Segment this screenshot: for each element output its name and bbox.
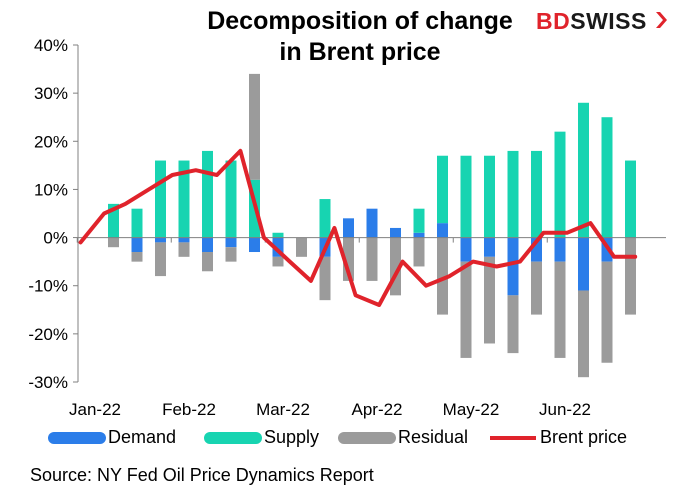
- legend-swatch-demand: [48, 432, 106, 445]
- supply-bar: [554, 131, 566, 238]
- supply-bar: [108, 203, 119, 238]
- demand-bar: [578, 237, 589, 291]
- residual-bar: [343, 237, 354, 281]
- legend-swatch-supply: [204, 432, 262, 445]
- x-tick-label: Jun-22: [539, 400, 591, 419]
- demand-bar: [390, 227, 401, 238]
- residual-bar: [484, 256, 495, 344]
- y-tick-label: 0%: [43, 229, 68, 248]
- demand-bar: [507, 237, 519, 296]
- residual-bar: [413, 237, 425, 267]
- supply-bar: [625, 160, 636, 238]
- residual-bar: [178, 242, 190, 257]
- supply-bar: [578, 102, 589, 238]
- residual-bar: [272, 256, 284, 267]
- supply-bar: [178, 160, 190, 238]
- y-tick-label: -30%: [28, 373, 68, 392]
- logo-bd: BD: [536, 8, 571, 34]
- legend-label-brent: Brent price: [540, 427, 628, 447]
- legend-item-brent: Brent price: [490, 427, 627, 448]
- supply-bar: [225, 160, 237, 238]
- demand-bar: [484, 237, 495, 257]
- residual-bar: [601, 261, 613, 363]
- demand-bar: [131, 237, 143, 253]
- supply-bar: [319, 199, 331, 238]
- y-tick-label: -10%: [28, 277, 68, 296]
- supply-bar: [484, 155, 495, 238]
- residual-bar: [249, 73, 260, 180]
- residual-bar: [625, 237, 636, 315]
- x-tick-label: Feb-22: [162, 400, 216, 419]
- demand-bar: [272, 237, 284, 257]
- residual-bar: [507, 295, 519, 354]
- residual-bar: [531, 261, 542, 315]
- brent-price-line: [78, 148, 638, 307]
- supply-bar: [131, 208, 143, 238]
- supply-bar: [413, 208, 425, 233]
- x-tick-label: Mar-22: [256, 400, 310, 419]
- y-tick-label: 30%: [34, 84, 68, 103]
- legend-label-supply: Supply: [264, 427, 320, 447]
- residual-bar: [108, 237, 119, 248]
- y-tick-label: 40%: [34, 36, 68, 55]
- legend-swatch-residual: [338, 432, 396, 445]
- residual-bar: [366, 237, 378, 281]
- chart-title-line2: in Brent price: [279, 38, 441, 66]
- y-tick-label: -20%: [28, 325, 68, 344]
- source-note: Source: NY Fed Oil Price Dynamics Report: [30, 465, 374, 485]
- legend-item-demand: Demand: [48, 427, 176, 448]
- legend-label-demand: Demand: [108, 427, 177, 447]
- x-tick-label: Apr-22: [351, 400, 402, 419]
- logo-chevron-icon: [656, 12, 667, 28]
- residual-bar: [131, 252, 143, 262]
- residual-bar: [225, 247, 237, 262]
- residual-bar: [437, 237, 448, 315]
- supply-bar: [155, 160, 166, 238]
- x-tick-label: Jan-22: [69, 400, 121, 419]
- chart-title-line1: Decomposition of change: [207, 7, 513, 35]
- demand-bar: [225, 237, 237, 248]
- y-tick-label: 10%: [34, 180, 68, 199]
- chart-title: Decomposition of change in Brent price: [100, 6, 620, 68]
- demand-bar: [202, 237, 213, 253]
- demand-bar: [249, 237, 260, 253]
- demand-bar: [413, 232, 425, 238]
- demand-bar: [460, 237, 472, 262]
- demand-bar: [554, 237, 566, 262]
- supply-bar: [531, 150, 542, 238]
- legend-item-supply: Supply: [204, 427, 319, 448]
- residual-bar: [578, 290, 589, 378]
- supply-bar: [460, 155, 472, 238]
- supply-bar: [507, 150, 519, 238]
- y-tick-label: 20%: [34, 132, 68, 151]
- demand-bar: [531, 237, 542, 262]
- legend-swatch-brent: [490, 436, 536, 441]
- residual-bar: [460, 261, 472, 358]
- supply-bar: [272, 232, 284, 238]
- demand-bar: [155, 237, 166, 243]
- legend-label-residual: Residual: [398, 427, 469, 447]
- bdswiss-logo: BDSWISS: [536, 8, 667, 35]
- supply-bar: [437, 155, 448, 224]
- demand-bar: [366, 208, 378, 238]
- demand-bar: [178, 237, 190, 243]
- residual-bar: [155, 242, 166, 277]
- x-tick-label: May-22: [443, 400, 500, 419]
- supply-bar: [601, 117, 613, 238]
- residual-bar: [390, 237, 401, 296]
- logo-swiss: SWISS: [570, 8, 647, 34]
- supply-bar: [202, 150, 213, 238]
- residual-bar: [319, 256, 331, 301]
- residual-bar: [202, 252, 213, 272]
- residual-bar: [296, 237, 307, 257]
- demand-bar: [343, 218, 354, 238]
- demand-bar: [437, 223, 448, 238]
- legend-item-residual: Residual: [338, 427, 468, 448]
- residual-bar: [554, 261, 566, 358]
